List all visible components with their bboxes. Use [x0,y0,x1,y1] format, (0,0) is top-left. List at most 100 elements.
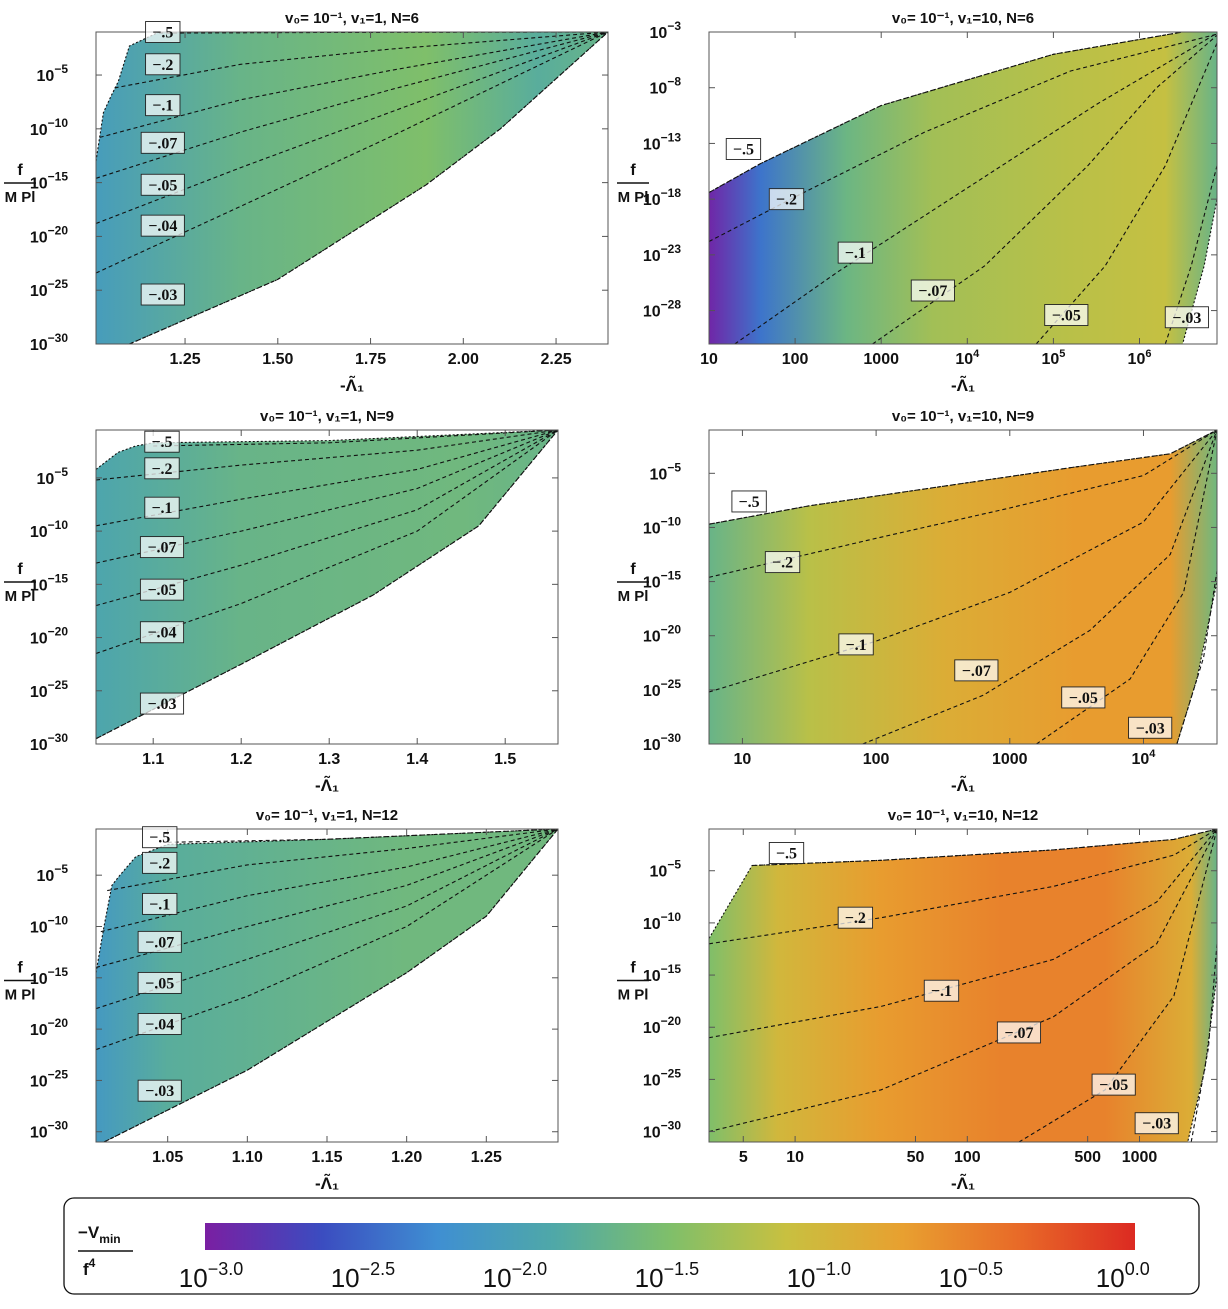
y-tick-label: 10−30 [643,1119,681,1142]
contour-label: −.07 [954,659,999,682]
svg-text:−.5: −.5 [733,142,754,159]
x-tick-label: 2.25 [540,351,571,368]
x-axis-label: -Λ̃₁ [340,375,364,395]
svg-text:−.2: −.2 [845,910,866,927]
contour-label: −.2 [768,188,805,211]
contour-line [709,829,1217,1039]
x-axis-label: -Λ̃₁ [951,1173,975,1193]
y-tick-label: 10−20 [30,223,68,246]
contour-label: −.2 [145,53,181,76]
y-tick-label: 10−10 [30,518,68,541]
svg-text:−.5: −.5 [739,494,760,511]
contour-label: −.2 [764,551,801,574]
y-tick-label: 10−30 [643,731,681,754]
x-axis-label: -Λ̃₁ [951,775,975,795]
y-tick-label: 10−30 [30,331,68,354]
y-tick-label: 10−30 [30,731,68,754]
x-tick-label: 105 [1041,348,1065,368]
x-tick-label: 1000 [1122,1149,1158,1166]
x-tick-label: 104 [1132,748,1157,768]
y-tick-label: 10−25 [643,677,681,700]
contour-label: −.05 [1044,304,1089,326]
x-tick-label: 106 [1128,348,1152,368]
x-axis-label: -Λ̃₁ [951,375,975,395]
svg-text:−.03: −.03 [1136,720,1165,737]
x-tick-label: 10 [700,351,718,368]
svg-text:−.2: −.2 [151,461,172,478]
y-axis-label-denominator: M Pl [618,189,649,206]
contour-label: −.5 [142,826,178,849]
svg-text:−.03: −.03 [145,1083,174,1100]
svg-text:−.1: −.1 [845,637,866,654]
contour-label: −.03 [139,692,185,715]
contour-line [100,829,558,933]
contour-label: −.2 [837,906,874,929]
panel-title: v₀= 10⁻¹, v₁=10, N=6 [892,10,1034,27]
x-axis-label: -Λ̃₁ [315,775,339,795]
x-tick-label: 1.15 [311,1149,342,1166]
y-tick-label: 10−5 [37,862,69,885]
y-axis-label-denominator: M Pl [618,588,649,605]
contour-line [96,430,558,655]
panel-6: 5 10 50 100 500 1000 10−30 10−25 10−20 10−15 10−10… [617,807,1218,1193]
contour-label: −.5 [144,430,180,453]
svg-text:−.03: −.03 [147,696,176,713]
contour-line [1036,430,1217,744]
svg-text:−.2: −.2 [772,555,793,572]
svg-text:−.1: −.1 [931,983,952,1000]
svg-text:−.03: −.03 [148,287,177,304]
plot-frame [708,429,1218,745]
plot-frame [708,828,1218,1143]
contour-line [709,829,1217,945]
y-tick-label: 10−10 [643,514,681,537]
x-tick-label: 1.25 [471,1149,502,1166]
contour-label: −.5 [145,21,181,43]
y-axis-label-numerator: f [630,960,636,977]
svg-text:−.05: −.05 [1099,1077,1128,1094]
contour-label: −.5 [725,138,762,160]
contour-label: −.04 [139,621,185,644]
contour-label: −.1 [144,496,180,519]
svg-text:−.07: −.07 [1004,1025,1033,1042]
x-tick-label: 1.75 [355,351,386,368]
x-tick-label: 1.5 [494,751,516,768]
y-tick-label: 10−8 [650,75,682,98]
svg-text:−.07: −.07 [962,663,991,680]
contour-line [862,430,1217,744]
x-tick-label: 1.10 [232,1149,263,1166]
y-tick-label: 10−10 [30,913,68,936]
y-tick-label: 10−20 [30,1016,68,1039]
x-tick-label: 1.3 [318,751,340,768]
contour-label: −.03 [137,1079,182,1102]
y-tick-label: 10−5 [37,62,69,85]
contour-label: −.05 [139,578,185,601]
contour-line [1018,829,1217,1142]
y-axis-label-numerator: f [630,561,636,578]
contour-label: −.05 [137,971,182,994]
contour-label: −.1 [142,892,178,915]
panel-title: v₀= 10⁻¹, v₁=1, N=6 [285,10,419,27]
y-tick-label: 10−5 [650,460,682,483]
y-tick-label: 10−5 [37,465,69,488]
y-tick-label: 10−15 [643,962,681,985]
allowed-region [96,430,558,739]
contour-label: −.5 [731,490,767,513]
region-boundary-bottom [96,32,608,344]
y-tick-label: 10−25 [30,1067,68,1090]
contour-line [96,430,558,740]
y-tick-label: 10−20 [643,623,681,646]
contour-line [709,829,1217,1133]
contour-line [103,829,558,1142]
svg-text:−.2: −.2 [149,855,170,872]
contour-line [96,430,558,564]
plot-frame [708,31,1218,345]
contour-line [709,32,1183,193]
svg-text:−.05: −.05 [145,975,174,992]
contour-label: −.1 [838,633,874,656]
x-tick-label: 10 [734,751,752,768]
x-tick-label: 100 [782,351,809,368]
contour-line [99,32,608,138]
svg-text:−.03: −.03 [1172,310,1201,327]
